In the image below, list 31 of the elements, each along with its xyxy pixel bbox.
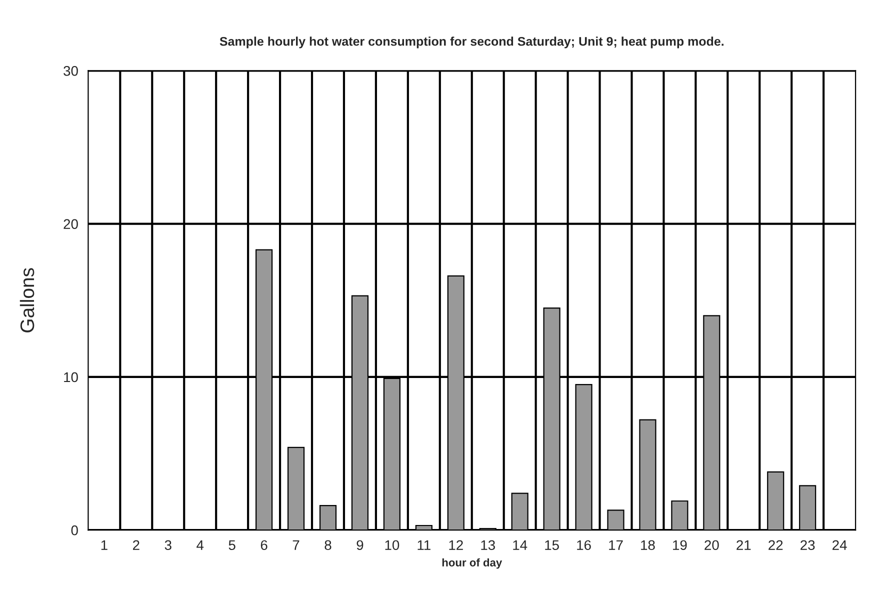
x-tick-label: 1	[101, 540, 108, 550]
y-tick-label: 0	[71, 525, 78, 536]
x-tick-label: 13	[481, 540, 495, 550]
x-tick-label: 2	[132, 540, 140, 550]
x-tick-label: 16	[577, 540, 591, 550]
x-tick-label: 8	[324, 540, 332, 550]
x-tick-label: 6	[260, 540, 268, 550]
x-tick-label: 20	[704, 540, 719, 550]
x-tick-label: 3	[164, 540, 172, 550]
x-tick-label: 24	[832, 540, 847, 550]
x-tick-label: 15	[545, 540, 559, 550]
y-axis-title: Gallons	[20, 268, 34, 332]
x-tick-label: 10	[385, 540, 400, 550]
x-tick-label: 23	[800, 540, 815, 550]
x-tick-label: 4	[196, 540, 204, 550]
x-axis-title: hour of day	[442, 558, 502, 569]
x-tick-label: 19	[673, 540, 687, 550]
x-tick-label: 14	[513, 540, 528, 550]
x-tick-label: 12	[449, 540, 463, 550]
x-tick-label: 7	[292, 540, 300, 550]
x-tick-label: 18	[641, 540, 655, 550]
x-tick-label: 11	[418, 540, 430, 550]
x-tick-label: 5	[228, 540, 236, 550]
chart-title: Sample hourly hot water consumption for second Saturday; Unit 9; heat pump mode.	[220, 36, 724, 48]
y-tick-label: 20	[64, 219, 78, 229]
y-tick-label: 30	[64, 66, 78, 76]
x-tick-label: 21	[736, 540, 751, 550]
x-tick-label: 17	[609, 540, 623, 550]
x-tick-label: 22	[768, 540, 783, 550]
y-tick-label: 10	[64, 372, 78, 382]
x-tick-label: 9	[356, 540, 364, 550]
